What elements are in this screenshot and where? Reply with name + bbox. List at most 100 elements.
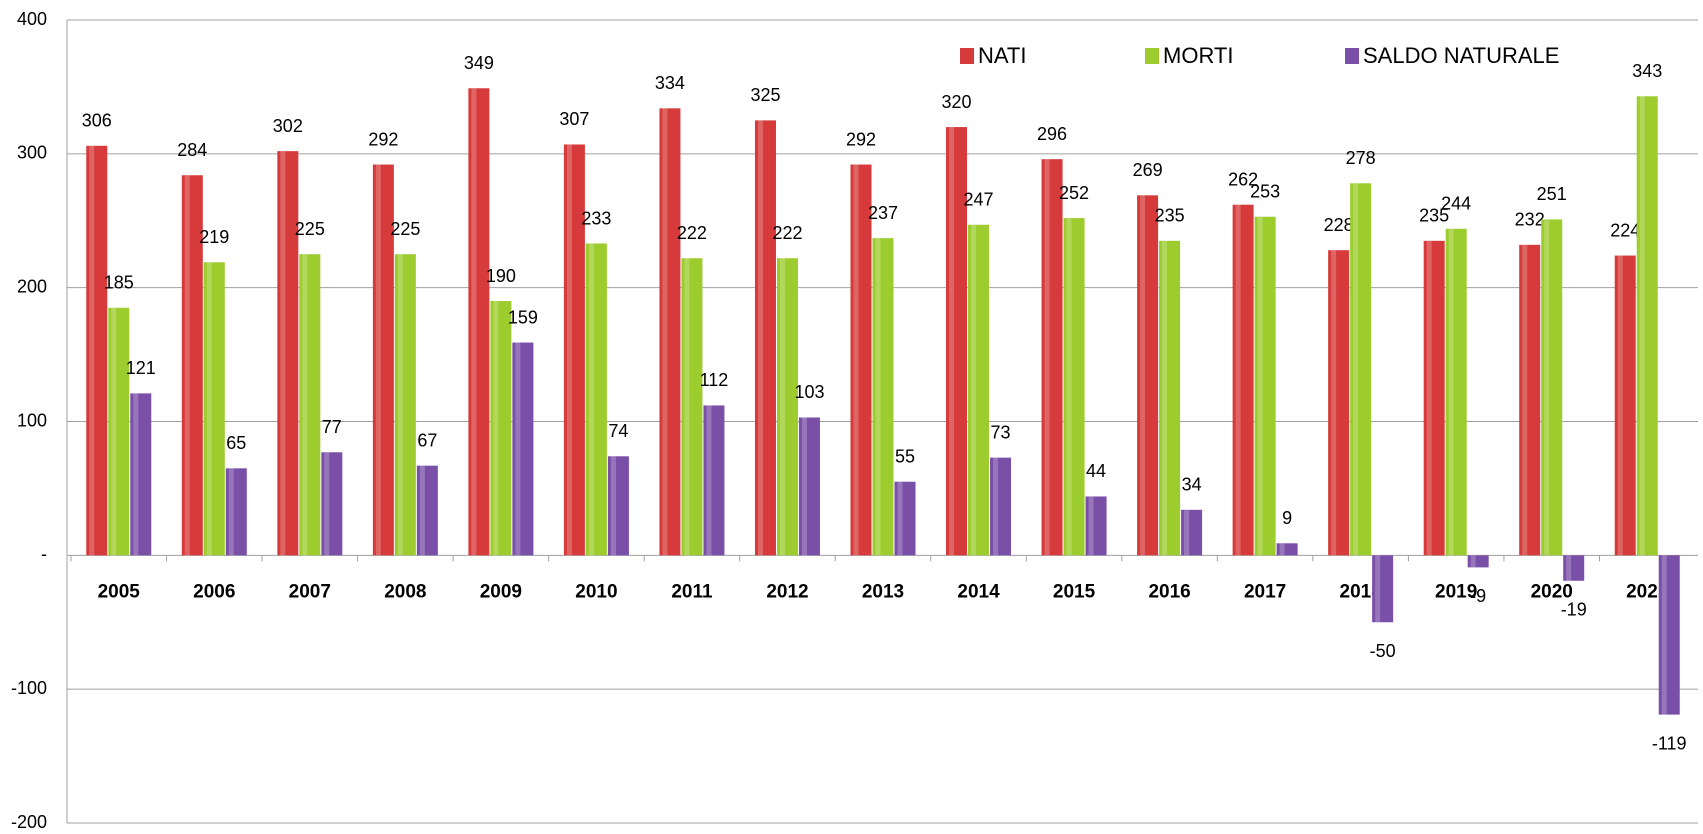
bar bbox=[1519, 244, 1541, 556]
value-label: 251 bbox=[1537, 184, 1567, 204]
bar-shade bbox=[1661, 555, 1667, 715]
x-tick-label: 2015 bbox=[1053, 581, 1096, 602]
x-tick-label: 2020 bbox=[1531, 581, 1573, 602]
bar bbox=[1254, 216, 1276, 556]
bar-shade bbox=[1184, 509, 1190, 556]
bar-shade bbox=[949, 127, 955, 556]
bar bbox=[1159, 240, 1181, 556]
bar-shade bbox=[684, 258, 690, 556]
x-tick-label: 2009 bbox=[480, 581, 522, 602]
bar-shade bbox=[419, 465, 425, 556]
bar-shade bbox=[280, 151, 286, 556]
bar-shade bbox=[324, 452, 330, 556]
value-label: 228 bbox=[1324, 215, 1354, 235]
value-label: 9 bbox=[1282, 508, 1292, 528]
bar-shade bbox=[184, 175, 190, 556]
bar bbox=[1232, 204, 1254, 556]
bar bbox=[1063, 218, 1085, 556]
bar bbox=[490, 301, 512, 556]
bar bbox=[416, 465, 438, 556]
bar-shade bbox=[1140, 195, 1146, 556]
x-tick-label: 2008 bbox=[384, 581, 426, 602]
value-label: 253 bbox=[1250, 181, 1280, 201]
bar bbox=[1563, 555, 1585, 581]
bar-shade bbox=[133, 393, 139, 556]
value-label: 121 bbox=[126, 358, 156, 378]
bar-shade bbox=[1353, 183, 1359, 556]
value-label: 325 bbox=[750, 85, 780, 105]
value-label: -9 bbox=[1470, 586, 1486, 606]
value-label: 233 bbox=[581, 208, 611, 228]
bar bbox=[872, 238, 894, 556]
bar-shade bbox=[1566, 555, 1572, 581]
value-label: 235 bbox=[1419, 206, 1449, 226]
x-tick-label: 2019 bbox=[1435, 581, 1477, 602]
value-label: 103 bbox=[794, 382, 824, 402]
bar bbox=[1276, 543, 1298, 556]
value-label: 302 bbox=[273, 116, 303, 136]
value-label: 343 bbox=[1632, 61, 1662, 81]
legend-swatch bbox=[960, 48, 974, 64]
bar-shade bbox=[588, 243, 594, 556]
value-label: 55 bbox=[895, 446, 915, 466]
value-label: 237 bbox=[868, 203, 898, 223]
value-label: 112 bbox=[700, 370, 729, 390]
bar bbox=[1658, 555, 1680, 715]
y-tick-label: 400 bbox=[17, 9, 47, 29]
bar-shade bbox=[971, 224, 977, 556]
bar-shade bbox=[1544, 219, 1550, 556]
bar-shade bbox=[1279, 543, 1285, 556]
bar-shade bbox=[1088, 496, 1094, 556]
bar bbox=[277, 151, 299, 556]
bar-shade bbox=[1331, 250, 1337, 556]
bar-shade bbox=[1617, 255, 1623, 556]
value-label: 307 bbox=[559, 109, 589, 129]
x-tick-label: 2013 bbox=[862, 581, 904, 602]
bar-shade bbox=[1066, 218, 1072, 556]
value-label: 222 bbox=[677, 223, 707, 243]
legend-swatch bbox=[1145, 48, 1159, 64]
value-label: 65 bbox=[226, 433, 246, 453]
bar bbox=[108, 307, 130, 556]
value-label: 34 bbox=[1182, 475, 1202, 495]
bar-shade bbox=[801, 417, 807, 556]
bar-shade bbox=[1162, 240, 1168, 556]
bar-shade bbox=[1448, 228, 1454, 556]
bar-shade bbox=[1257, 216, 1263, 556]
value-label: 278 bbox=[1346, 148, 1376, 168]
bar-shade bbox=[1426, 240, 1432, 556]
bar bbox=[681, 258, 703, 556]
legend-label: NATI bbox=[978, 43, 1026, 68]
legend-label: SALDO NATURALE bbox=[1363, 43, 1559, 68]
bar bbox=[563, 144, 585, 556]
value-label: 292 bbox=[368, 129, 398, 149]
value-label: 77 bbox=[322, 417, 342, 437]
bar bbox=[946, 127, 968, 556]
bar bbox=[585, 243, 607, 556]
legend-swatch bbox=[1345, 48, 1359, 64]
x-tick-label: 2005 bbox=[98, 581, 141, 602]
bar bbox=[1085, 496, 1107, 556]
bar bbox=[394, 254, 416, 556]
value-label: 190 bbox=[486, 266, 516, 286]
value-label: 349 bbox=[464, 53, 494, 73]
x-tick-label: 2016 bbox=[1148, 581, 1190, 602]
bar bbox=[1372, 555, 1394, 623]
bar-shade bbox=[471, 88, 477, 556]
y-tick-label: 300 bbox=[17, 143, 47, 163]
bar-shade bbox=[662, 108, 668, 556]
value-label: 67 bbox=[417, 430, 437, 450]
value-label: 222 bbox=[772, 223, 802, 243]
value-label: 306 bbox=[82, 111, 112, 131]
bar bbox=[776, 258, 798, 556]
bar-shade bbox=[853, 164, 859, 556]
x-tick-label: 2012 bbox=[766, 581, 808, 602]
bar-shade bbox=[515, 342, 521, 556]
value-label: 252 bbox=[1059, 183, 1089, 203]
x-tick-label: 2006 bbox=[193, 581, 235, 602]
bar bbox=[1350, 183, 1372, 556]
y-tick-label: -100 bbox=[11, 678, 47, 698]
bar-shade bbox=[89, 145, 95, 556]
bar-shade bbox=[706, 405, 712, 556]
